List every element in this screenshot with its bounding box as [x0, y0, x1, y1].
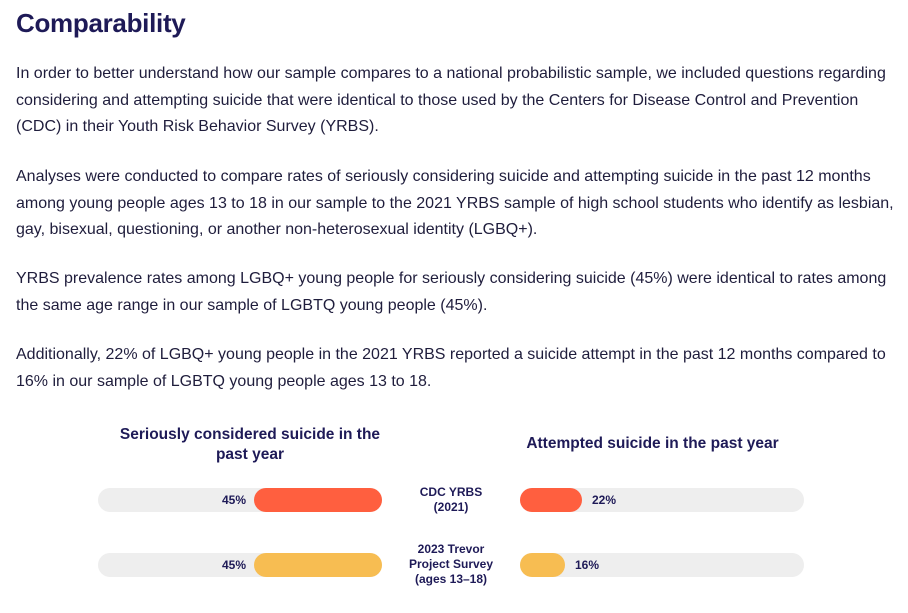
chart-title-considered-line: Seriously considered suicide in the [119, 426, 381, 443]
prevalence-paragraph: YRBS prevalence rates among LGBQ+ young … [16, 270, 887, 314]
bar-label-attempted: 16% [575, 558, 600, 572]
chart-title-attempted-line: Attempted suicide in the past year [526, 435, 779, 452]
chart-title-attempted: Attempted suicide in the past year [500, 434, 805, 454]
bar-considered [254, 553, 382, 577]
bar-attempted [520, 488, 582, 512]
chart-title-considered: Seriously considered suicide in the past… [100, 425, 400, 465]
category-label-line: (ages 13–18) [414, 572, 488, 586]
category-label: CDC YRBS (2021) [391, 485, 511, 515]
bar-label-attempted: 22% [592, 493, 617, 507]
category-label-line: 2023 Trevor [417, 542, 485, 556]
category-label: 2023 Trevor Project Survey (ages 13–18) [391, 542, 511, 587]
attempt-paragraph: Additionally, 22% of LGBQ+ young people … [16, 346, 886, 390]
chart-title-considered-line: past year [215, 446, 285, 463]
bar-track-attempted [520, 553, 804, 577]
page-title: Comparability [16, 8, 186, 38]
category-label-line: (2021) [433, 500, 469, 514]
bar-considered [254, 488, 382, 512]
bar-label-considered: 45% [221, 558, 246, 572]
bar-label-considered: 45% [221, 493, 246, 507]
intro-paragraph: In order to better understand how our sa… [16, 65, 886, 135]
category-label-line: Project Survey [408, 557, 494, 571]
analysis-paragraph: Analyses were conducted to compare rates… [16, 168, 894, 238]
bar-attempted [520, 553, 565, 577]
category-label-line: CDC YRBS [419, 485, 483, 499]
